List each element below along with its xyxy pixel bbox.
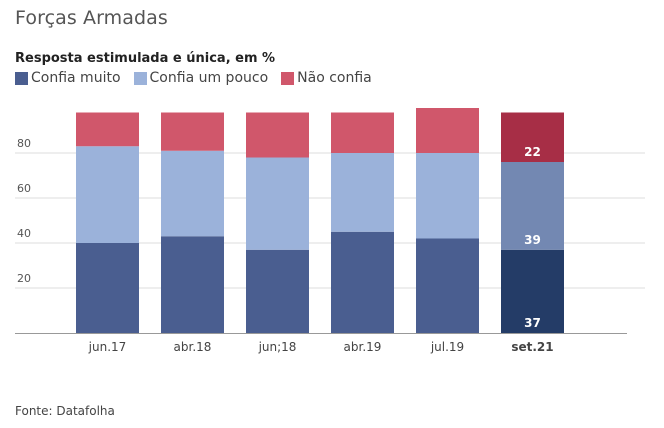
- bar-segment-nao-confia: [161, 112, 224, 151]
- legend-item-confia-muito: Confia muito: [15, 70, 121, 86]
- legend-item-nao-confia: Não confia: [281, 70, 372, 86]
- bar-segment-confia-um-pouco: [331, 153, 394, 232]
- legend-label: Não confia: [297, 70, 372, 86]
- bar-segment-nao-confia: [76, 112, 139, 147]
- x-tick-label: abr.18: [174, 340, 212, 354]
- bar-segment-confia-muito: [76, 243, 139, 333]
- bar-segment-confia-muito: [416, 238, 479, 333]
- bar-segment-nao-confia: [416, 108, 479, 153]
- bar-segment-nao-confia: [331, 112, 394, 153]
- bar-segment-confia-muito: [331, 231, 394, 333]
- bar-segment-nao-confia: [246, 112, 309, 158]
- bar-segment-confia-muito: [501, 249, 564, 333]
- bar-segment-confia-muito: [161, 236, 224, 333]
- bar-segment-confia-um-pouco: [246, 157, 309, 250]
- data-label: 22: [524, 145, 541, 159]
- y-tick-label: 40: [17, 227, 31, 240]
- legend: Confia muito Confia um pouco Não confia: [15, 70, 385, 86]
- bar-segment-nao-confia: [501, 112, 564, 162]
- bar-segment-confia-um-pouco: [416, 153, 479, 239]
- bar-segment-confia-um-pouco: [76, 146, 139, 243]
- bars: [76, 108, 564, 333]
- legend-label: Confia um pouco: [149, 70, 269, 86]
- x-tick-label: jun.17: [88, 340, 127, 354]
- chart-subtitle: Resposta estimulada e única, em %: [15, 51, 276, 66]
- y-tick-label: 60: [17, 182, 31, 195]
- chart-title: Forças Armadas: [15, 7, 168, 29]
- x-tick-label: jun;18: [258, 340, 297, 354]
- data-label: 37: [524, 316, 541, 330]
- x-tick-label: jul.19: [430, 340, 464, 354]
- bar-segment-confia-um-pouco: [161, 150, 224, 237]
- legend-swatch-nao-confia: [281, 71, 295, 85]
- legend-label: Confia muito: [31, 70, 121, 86]
- data-label: 39: [524, 233, 541, 247]
- bar-segment-confia-um-pouco: [501, 162, 564, 250]
- legend-swatch-confia-um-pouco: [133, 71, 147, 85]
- labels: 20 40 60 80 jun.17 abr.18 jun;18 abr.19 jul.19 37…: [17, 137, 554, 354]
- x-tick-label: set.21: [511, 340, 553, 354]
- bar-segment-confia-muito: [246, 249, 309, 333]
- source-note: Fonte: Datafolha: [15, 404, 115, 418]
- x-tick-label: abr.19: [344, 340, 382, 354]
- legend-item-confia-um-pouco: Confia um pouco: [133, 70, 269, 86]
- y-tick-label: 80: [17, 137, 31, 150]
- y-tick-label: 20: [17, 272, 31, 285]
- legend-swatch-confia-muito: [15, 71, 28, 85]
